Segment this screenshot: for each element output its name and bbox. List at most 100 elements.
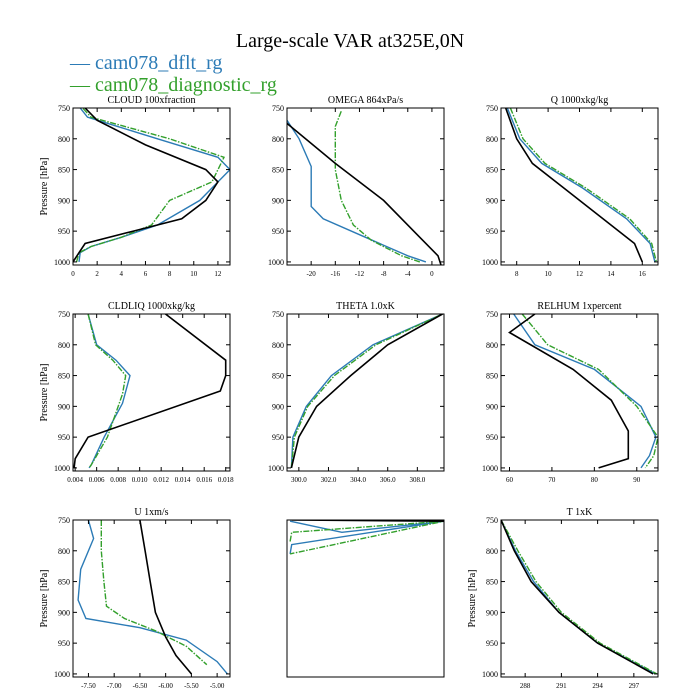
x-tick-label: 0.018 [218, 476, 234, 484]
y-axis-label: Pressure [hPa] [39, 363, 50, 421]
series-diagnostic [501, 520, 658, 675]
series-dflt [77, 520, 228, 675]
y-axis-label: Pressure [hPa] [39, 157, 50, 215]
x-tick-label: 0 [430, 270, 434, 278]
y-tick-label: 800 [486, 547, 498, 556]
x-tick-label: -16 [331, 270, 341, 278]
x-tick-label: 8 [168, 270, 172, 278]
y-tick-label: 850 [58, 372, 70, 381]
y-tick-label: 900 [272, 402, 284, 411]
y-tick-label: 950 [58, 639, 70, 648]
x-tick-label: 297 [629, 682, 640, 690]
y-tick-label: 750 [58, 104, 70, 113]
x-tick-label: 2 [95, 270, 99, 278]
y-tick-label: 1000 [482, 670, 498, 679]
y-tick-label: 800 [272, 341, 284, 350]
x-tick-label: -6.50 [133, 682, 148, 690]
y-tick-label: 950 [58, 227, 70, 236]
y-tick-label: 950 [272, 227, 284, 236]
panel-frame [286, 107, 445, 266]
y-tick-label: 750 [486, 516, 498, 525]
x-tick-label: 8 [515, 270, 519, 278]
x-tick-label: 0.008 [110, 476, 126, 484]
y-tick-label: 850 [272, 166, 284, 175]
y-tick-label: 950 [272, 433, 284, 442]
x-tick-label: 304.0 [350, 476, 366, 484]
series-diagnostic [100, 520, 208, 666]
series-diagnostic [509, 108, 658, 263]
legend-label-dflt: cam078_dflt_rg [95, 52, 223, 74]
x-tick-label: 10 [545, 270, 553, 278]
y-tick-label: 800 [58, 135, 70, 144]
panel-2: OMEGA 864xPa/s 750 800 850 900 950 1000 -20 -16 -… [268, 95, 445, 278]
series-reference [139, 520, 193, 675]
x-tick-label: 0.006 [89, 476, 105, 484]
y-tick-label: 1000 [54, 258, 70, 267]
series-diagnostic [75, 108, 225, 263]
legend-entry-dflt: — cam078_dflt_rg [70, 52, 223, 74]
x-tick-label: 6 [144, 270, 148, 278]
panel-6: RELHUM 1xpercent 750 800 850 900 950 1000 60 70 8… [482, 301, 659, 484]
y-tick-label: 1000 [268, 258, 284, 267]
x-tick-label: 0 [71, 270, 75, 278]
figure-title: Large-scale VAR at325E,0N [235, 30, 465, 52]
y-tick-label: 900 [58, 608, 70, 617]
series-diagnostic [521, 314, 658, 469]
y-tick-label: 800 [58, 341, 70, 350]
panel-title: OMEGA 864xPa/s [328, 95, 403, 106]
y-tick-label: 850 [486, 578, 498, 587]
x-tick-label: 4 [120, 270, 124, 278]
series-reference [290, 314, 443, 469]
panel-frame [286, 313, 445, 472]
series-diagnostic [87, 314, 127, 469]
x-tick-label: -12 [355, 270, 365, 278]
x-tick-label: 16 [639, 270, 647, 278]
panel-frame [72, 313, 231, 472]
y-tick-label: 750 [58, 310, 70, 319]
y-axis-label: Pressure [hPa] [467, 569, 478, 627]
y-tick-label: 900 [272, 196, 284, 205]
y-tick-label: 850 [58, 166, 70, 175]
x-tick-label: 12 [214, 270, 222, 278]
y-tick-label: 750 [272, 310, 284, 319]
series-reference [73, 108, 219, 263]
panel-frame [72, 107, 231, 266]
x-tick-label: 0.004 [67, 476, 83, 484]
series-dflt [289, 520, 444, 555]
x-tick-label: 291 [556, 682, 567, 690]
y-tick-label: 950 [58, 433, 70, 442]
panel-title: CLOUD 100xfraction [107, 95, 195, 106]
x-tick-label: 0.016 [196, 476, 212, 484]
panel-4: CLDLIQ 1000xkg/kg 750 800 850 900 950 1000 0.00… [39, 301, 234, 484]
panel-frame [500, 313, 659, 472]
y-tick-label: 850 [486, 166, 498, 175]
series-dflt [287, 119, 427, 263]
x-tick-label: 12 [576, 270, 584, 278]
series-reference [501, 520, 654, 675]
x-tick-label: 0.010 [132, 476, 148, 484]
x-tick-label: 288 [520, 682, 531, 690]
y-tick-label: 850 [486, 372, 498, 381]
y-tick-label: 950 [486, 227, 498, 236]
panel-title: U 1xm/s [134, 507, 168, 518]
y-tick-label: 950 [486, 639, 498, 648]
y-tick-label: 800 [58, 547, 70, 556]
x-tick-label: 14 [607, 270, 615, 278]
x-tick-label: 90 [633, 476, 641, 484]
series-dflt [513, 314, 657, 469]
series-diagnostic [334, 110, 421, 263]
x-tick-label: 70 [548, 476, 556, 484]
y-tick-label: 900 [486, 402, 498, 411]
panel-frame [286, 519, 445, 678]
panel-title: THETA 1.0xK [336, 301, 395, 312]
series-reference [73, 314, 227, 468]
panel-frame [72, 519, 231, 678]
panel-title: CLDLIQ 1000xkg/kg [108, 301, 195, 312]
x-tick-label: -7.50 [81, 682, 96, 690]
series-reference [287, 122, 442, 265]
panel-title: T 1xK [567, 507, 593, 518]
x-tick-label: 0.012 [153, 476, 169, 484]
series-reference [504, 108, 644, 263]
